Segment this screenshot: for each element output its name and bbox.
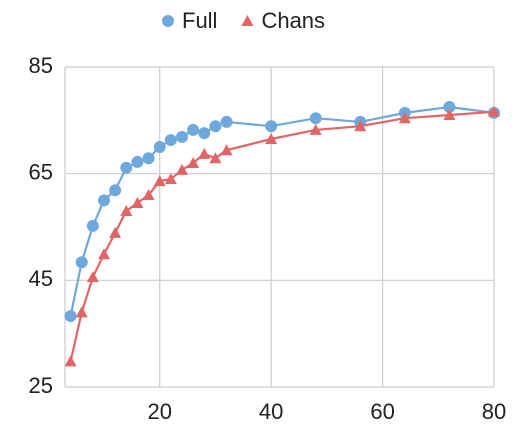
point — [443, 109, 456, 120]
point — [86, 271, 99, 283]
point — [64, 310, 77, 323]
point — [187, 123, 200, 136]
point — [309, 112, 322, 125]
y-tick-label: 65 — [29, 159, 53, 184]
series-line — [69, 105, 495, 317]
point — [265, 120, 278, 133]
point — [398, 112, 411, 124]
point — [98, 194, 110, 207]
point — [142, 152, 155, 165]
point — [109, 184, 122, 197]
point — [164, 173, 177, 184]
point — [75, 306, 88, 318]
x-tick-label: 80 — [482, 399, 506, 424]
point — [120, 205, 133, 216]
y-tick-label: 45 — [29, 266, 53, 291]
point — [265, 133, 278, 144]
point — [64, 355, 77, 367]
point — [198, 147, 211, 159]
point — [176, 130, 188, 143]
point — [209, 152, 222, 164]
point — [164, 134, 177, 147]
point — [131, 197, 144, 208]
x-tick-label: 40 — [259, 399, 283, 424]
point — [86, 219, 99, 232]
legend-marker — [162, 15, 174, 27]
point — [120, 161, 133, 174]
series-line — [69, 110, 495, 362]
point — [187, 157, 200, 168]
point — [443, 101, 456, 113]
y-tick-label: 85 — [29, 53, 53, 78]
point — [309, 123, 322, 135]
point — [354, 120, 367, 132]
point — [209, 120, 222, 133]
legend-label: Full — [182, 8, 217, 33]
point — [488, 105, 500, 117]
x-tick-label: 20 — [147, 399, 171, 424]
point — [75, 256, 88, 269]
point — [220, 144, 233, 156]
y-tick-label: 25 — [29, 373, 53, 398]
point — [198, 127, 211, 140]
point — [153, 175, 166, 187]
point — [109, 226, 122, 238]
point — [176, 163, 188, 175]
point — [153, 141, 166, 153]
x-tick-label: 60 — [370, 399, 394, 424]
point — [220, 115, 233, 128]
point — [142, 189, 155, 200]
legend-marker — [241, 15, 254, 26]
legend-label: Chans — [261, 8, 325, 33]
point — [98, 248, 110, 260]
point — [131, 155, 144, 168]
